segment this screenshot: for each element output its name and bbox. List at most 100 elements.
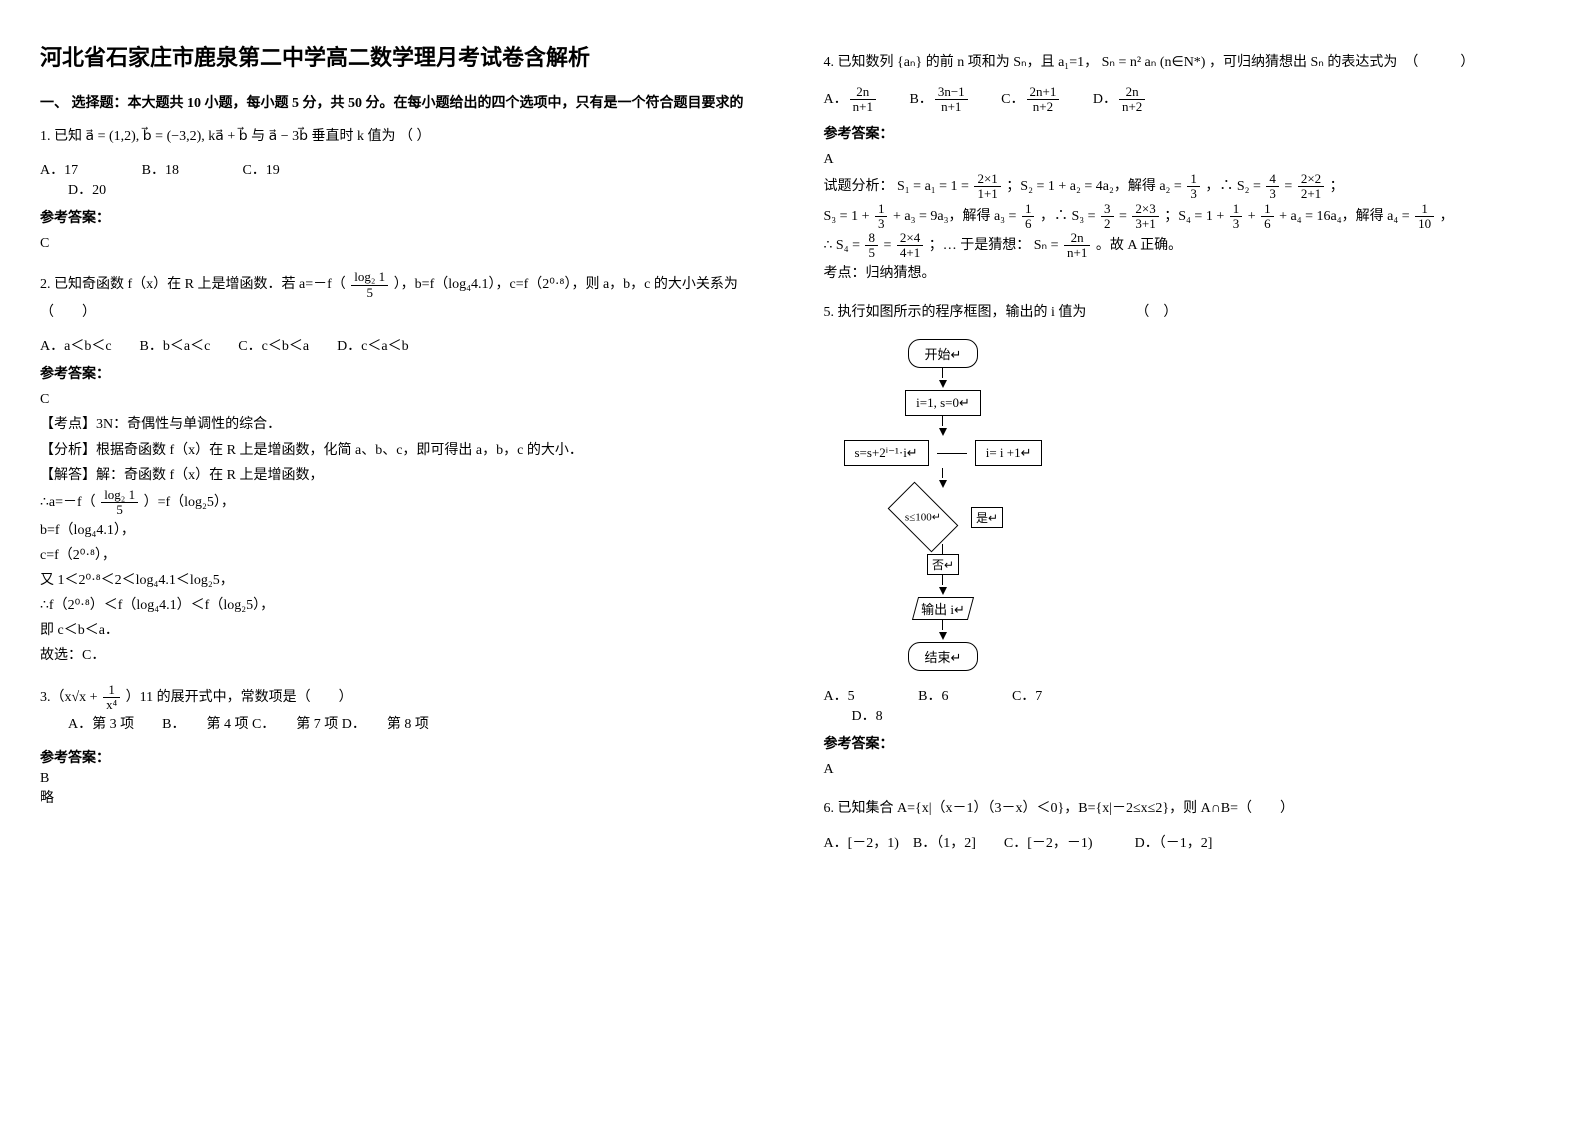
q4-f2: 13 xyxy=(1187,172,1200,202)
q2-log-frac: log₂ 15 xyxy=(351,270,388,300)
fc-cond-text: s≤100↵ xyxy=(905,511,941,524)
q3-options: A．第 3 项 B． 第 4 项 C． 第 7 项 D． 第 8 项 xyxy=(68,712,764,737)
q4-f14n: 2n xyxy=(1064,231,1090,246)
q4-f9d: 3 xyxy=(1230,217,1243,231)
q2-l1-post: ）=f（log₂5）， xyxy=(144,495,235,510)
q4-l1d: ，∴ S₂ = xyxy=(1205,179,1264,194)
q2-l1-pre: ∴a=－f（ xyxy=(40,495,96,510)
q1-ans-label: 参考答案： xyxy=(40,207,764,227)
q4-optB-d: n+1 xyxy=(935,100,968,114)
q4-f7: 32 xyxy=(1101,202,1114,232)
q4-f3: 43 xyxy=(1266,172,1279,202)
q4-f1: 2×11+1 xyxy=(974,172,1000,202)
q4-l1a: 试题分析： xyxy=(824,179,894,194)
q4-optB-n: 3n−1 xyxy=(935,85,968,100)
q4-f10n: 1 xyxy=(1261,202,1274,217)
q4-l2c: ，∴ S₃ = xyxy=(1040,209,1099,224)
q4-l1f: ； xyxy=(1330,179,1344,194)
q4-f11n: 1 xyxy=(1415,202,1434,217)
q4-l2g: + a₄ = 16a₄，解得 a₄ = xyxy=(1279,209,1413,224)
q3-ans-label: 参考答案： xyxy=(40,747,764,767)
q3-ans: B xyxy=(40,771,764,787)
q4-f11d: 10 xyxy=(1415,217,1434,231)
q3-stem-pre: 3.（x√x + xyxy=(40,690,98,705)
q2-ans-label: 参考答案： xyxy=(40,363,764,383)
q4-f2d: 3 xyxy=(1187,187,1200,201)
q1-opt-d: D．20 xyxy=(68,179,106,199)
q4-f6n: 1 xyxy=(1022,202,1035,217)
q2-fenxi: 【分析】根据奇函数 f（x）在 R 上是增函数，化简 a、b、c，即可得出 a，… xyxy=(40,438,764,463)
fc-init: i=1, s=0↵ xyxy=(905,390,981,416)
q4-optA-n: 2n xyxy=(850,85,876,100)
q5-opt-c: C．7 xyxy=(1012,685,1042,705)
q4-f7n: 3 xyxy=(1101,202,1114,217)
q4-line2: S₃ = 1 + 13 + a₃ = 9a₃，解得 a₃ = 16 ，∴ S₃ … xyxy=(824,202,1548,232)
q4-f6: 16 xyxy=(1022,202,1035,232)
q4-optC-d: n+2 xyxy=(1027,100,1060,114)
q4-line3: ∴ S₄ = 85 = 2×44+1 ；… 于是猜想： Sₙ = 2nn+1 。… xyxy=(824,231,1548,261)
q4-ans-label: 参考答案： xyxy=(824,123,1548,143)
q2-line7: 故选：C． xyxy=(40,643,764,668)
q4-f9: 13 xyxy=(1230,202,1243,232)
q4-f14: 2nn+1 xyxy=(1064,231,1090,261)
q4-l3a: ∴ S₄ = xyxy=(824,238,864,253)
q4-l2f: + xyxy=(1248,209,1259,224)
q1-opt-b: B．18 xyxy=(142,159,179,179)
q4-optD-d: n+2 xyxy=(1119,100,1145,114)
q4-line1: 试题分析： S₁ = a₁ = 1 = 2×11+1 ；S₂ = 1 + a₂ … xyxy=(824,172,1548,202)
q2-stem1: 2. 已知奇函数 f（x）在 R 上是增函数．若 a=－f（ xyxy=(40,277,346,292)
page-title: 河北省石家庄市鹿泉第二中学高二数学理月考试卷含解析 xyxy=(40,40,764,72)
q4-f13n: 2×4 xyxy=(897,231,923,246)
q4-l3b: = xyxy=(883,238,894,253)
q4-f14pre: Sₙ = xyxy=(1034,238,1062,253)
q4-f3n: 4 xyxy=(1266,172,1279,187)
q2-line1: ∴a=－f（ log₂ 15 ）=f（log₂5）， xyxy=(40,488,764,518)
q4-f8d: 3+1 xyxy=(1132,217,1158,231)
q2-options: A．a＜b＜c B．b＜a＜c C．c＜b＜a D．c＜a＜b xyxy=(40,335,764,355)
q5-options: A．5 B．6 C．7 D．8 xyxy=(824,685,1548,725)
q4-ans: A 试题分析： S₁ = a₁ = 1 = 2×11+1 ；S₂ = 1 + a… xyxy=(824,147,1548,286)
q1-opt-a: A．17 xyxy=(40,159,78,179)
q4-f5n: 1 xyxy=(875,202,888,217)
q4-f6d: 6 xyxy=(1022,217,1035,231)
q2-ans-letter: C xyxy=(40,387,764,412)
q4-formula: Sₙ = n² aₙ (n∈N*) xyxy=(1102,55,1206,70)
q4-f13: 2×44+1 xyxy=(897,231,923,261)
q4-f4n: 2×2 xyxy=(1298,172,1324,187)
question-3: 3.（x√x + 1 x⁴ ）11 的展开式中，常数项是（ ） A．第 3 项 … xyxy=(40,683,764,738)
q4-optD-n: 2n xyxy=(1119,85,1145,100)
question-6: 6. 已知集合 A={x|（x－1）（3－x）＜0}，B={x|－2≤x≤2}，… xyxy=(824,796,1548,821)
q3-frac: 1 x⁴ xyxy=(103,683,120,713)
q4-l2d: = xyxy=(1119,209,1130,224)
q4-l1e: = xyxy=(1284,179,1295,194)
q2-line3: c=f（2⁰·⁸）， xyxy=(40,543,764,568)
q4-f1d: 1+1 xyxy=(974,187,1000,201)
q4-f3d: 3 xyxy=(1266,187,1279,201)
q4-f10: 16 xyxy=(1261,202,1274,232)
fc-cond: s≤100↵ xyxy=(883,492,963,542)
flowchart: 开始↵ i=1, s=0↵ s=s+2ⁱ⁻¹·i↵ i= i +1↵ s≤100… xyxy=(844,339,1548,671)
q4-l2e: ；S₄ = 1 + xyxy=(1164,209,1227,224)
fc-out: 输出 i↵ xyxy=(915,597,971,620)
q5-ans: A xyxy=(824,757,1548,782)
q3-stem-post: ）11 的展开式中，常数项是（ ） xyxy=(126,690,353,705)
question-4: 4. 已知数列 {aₙ} 的前 n 项和为 Sₙ，且 a₁=1， Sₙ = n²… xyxy=(824,50,1548,75)
q4-f5d: 3 xyxy=(875,217,888,231)
q4-f7d: 2 xyxy=(1101,217,1114,231)
q4-f8: 2×33+1 xyxy=(1132,202,1158,232)
q4-f1n: 2×1 xyxy=(974,172,1000,187)
q2-kaodian: 【考点】3N：奇偶性与单调性的综合． xyxy=(40,412,764,437)
q4-f4d: 2+1 xyxy=(1298,187,1324,201)
q4-l2b: + a₃ = 9a₃，解得 a₃ = xyxy=(893,209,1020,224)
q2-line2: b=f（log₄4.1）， xyxy=(40,518,764,543)
fc-out-text: 输出 i↵ xyxy=(921,602,965,617)
question-1: 1. 已知 a⃗ = (1,2), b⃗ = (−3,2), ka⃗ + b⃗ … xyxy=(40,124,764,149)
q2-line4: 又 1＜2⁰·⁸＜2＜log₄4.1＜log₂5， xyxy=(40,568,764,593)
fc-start: 开始↵ xyxy=(908,339,979,368)
q4-f4: 2×22+1 xyxy=(1298,172,1324,202)
q2-ans: C 【考点】3N：奇偶性与单调性的综合． 【分析】根据奇函数 f（x）在 R 上… xyxy=(40,387,764,668)
q4-f12n: 8 xyxy=(865,231,878,246)
q4-optC-n: 2n+1 xyxy=(1027,85,1060,100)
q5-opt-b: B．6 xyxy=(918,685,948,705)
q3-note: 略 xyxy=(40,787,764,807)
